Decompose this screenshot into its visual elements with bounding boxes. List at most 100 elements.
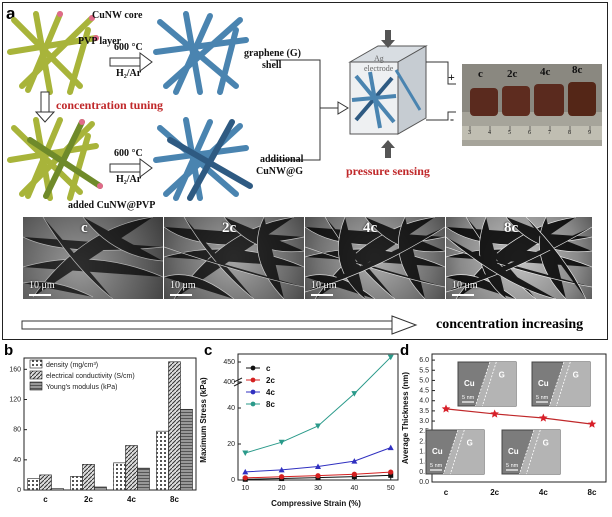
b-legend-label: density (mg/cm³)	[46, 362, 98, 369]
photo-label-8c: 8c	[572, 64, 583, 76]
d-inset-g-label: G	[543, 438, 549, 447]
b-legend-swatch	[29, 359, 43, 369]
minus-sign: -	[450, 112, 454, 126]
c-ytick-label: 20	[227, 441, 235, 448]
plus-sign: +	[448, 70, 455, 84]
scale-bar-4c	[311, 294, 333, 296]
ruler-num-5: 5	[508, 130, 511, 136]
pvp-label: PVP layer	[78, 36, 122, 47]
graphene-label-1: graphene (G)	[244, 48, 301, 59]
d-inset-cu-label: Cu	[508, 447, 519, 456]
d-ytick-label: 0.0	[419, 479, 429, 486]
c-point	[279, 474, 285, 480]
d-tem-boundary	[525, 429, 541, 475]
b-bar	[168, 361, 181, 491]
additional-label-2: CuNW@G	[256, 166, 304, 177]
b-bar	[70, 476, 83, 491]
c-ytick-label: 40	[227, 405, 235, 412]
c-axis-break	[233, 381, 243, 387]
sem-fibers-2c	[164, 217, 304, 299]
additional-label-1: additional	[260, 154, 304, 165]
d-tem-graphene	[475, 362, 516, 406]
sem-image-8c: 8c 10 μm	[446, 217, 592, 299]
c-point	[387, 444, 394, 451]
sem-fibers-8c	[446, 217, 592, 299]
c-ytick-label: 400	[223, 379, 235, 386]
d-point-star	[539, 413, 548, 422]
b-legend-label: electrical conductivity (S/cm)	[46, 373, 135, 380]
scale-bar-c	[29, 294, 51, 296]
c-legend-marker	[250, 389, 256, 395]
electrode-wire-minus	[426, 111, 456, 121]
b-bar	[113, 462, 126, 491]
sem-label-4c: 4c	[363, 220, 378, 236]
photo-label-2c: 2c	[507, 68, 518, 80]
c-point	[242, 450, 249, 456]
core-label: CuNW core	[92, 10, 143, 21]
chart-c: 10 20 30 40 50 0 20 40 400 450 c 2c 4c 8c Compressiv…	[199, 353, 399, 508]
bracket-arrow	[337, 101, 349, 115]
c-point	[315, 463, 321, 469]
process-arrow-top	[109, 52, 153, 72]
ruler-num-7: 7	[548, 130, 551, 136]
d-tem-boundary	[481, 361, 497, 407]
b-bar	[39, 474, 52, 491]
c-point	[388, 469, 394, 475]
b-category-label: 8c	[170, 495, 179, 504]
d-ytick-label: 5.0	[419, 377, 429, 384]
sem-label-2c: 2c	[222, 220, 237, 236]
d-ytick-label: 4.5	[419, 388, 429, 395]
d-point-star	[587, 419, 597, 428]
d-tem-boundary	[549, 361, 565, 407]
d-xtick-label: c	[444, 488, 449, 497]
c-legend-marker	[250, 365, 256, 371]
schematic	[7, 11, 602, 201]
d-ytick-label: 3.0	[419, 418, 429, 425]
b-bar	[137, 467, 150, 491]
sensing-label: pressure sensing	[346, 164, 430, 178]
b-bar	[156, 430, 169, 491]
c-ylabel: Maximum Stress (kPa)	[199, 377, 208, 463]
b-ytick-label: 160	[9, 366, 21, 373]
c-legend-label: 8c	[266, 400, 275, 409]
d-ytick-label: 2.5	[419, 428, 429, 435]
sem-scale-4c: 10 μm	[311, 280, 337, 291]
b-ytick-label: 0	[17, 487, 21, 494]
electrode-label-2: electrode	[364, 64, 394, 73]
d-inset-cu-label: Cu	[432, 447, 443, 456]
pressure-cube	[348, 45, 428, 135]
c-point	[388, 472, 394, 478]
graphene-bundle-bottom	[153, 117, 253, 201]
b-bar	[180, 408, 193, 491]
d-inset-scale-label: 5 nm	[462, 395, 475, 401]
tuning-label: concentration tuning	[56, 98, 164, 112]
d-tem-boundary	[555, 361, 571, 407]
photo-label-4c: 4c	[540, 66, 551, 78]
sem-fibers-c	[23, 217, 163, 299]
d-tem-graphene	[519, 430, 560, 474]
c-axis-break	[233, 377, 243, 383]
sem-scale-c: 10 μm	[29, 280, 55, 291]
scale-bar-2c	[170, 294, 192, 296]
cunw-pvp-bundle-top	[7, 11, 99, 95]
d-ytick-label: 4.0	[419, 398, 429, 405]
d-tem-graphene	[549, 362, 590, 406]
temp-bottom-label: 600 °C	[114, 148, 143, 159]
c-xtick-label: 10	[241, 485, 249, 492]
photo-label-c: c	[478, 68, 483, 80]
d-xtick-label: 2c	[490, 488, 499, 497]
sem-label-c: c	[81, 220, 88, 236]
panel-b-label: b	[4, 342, 14, 359]
b-bar	[27, 478, 40, 491]
d-inset-scale-label: 5 nm	[536, 395, 549, 401]
sem-image-c: c 10 μm	[23, 217, 163, 299]
c-point	[315, 423, 321, 429]
concentration-label: concentration increasing	[436, 317, 584, 332]
temp-top-label: 600 °C	[114, 42, 143, 53]
d-ytick-label: 0.5	[419, 469, 429, 476]
d-xtick-label: 8c	[588, 488, 597, 497]
gas-bottom-label: H₂/Ar	[116, 174, 142, 185]
b-bar	[125, 445, 138, 491]
c-point	[351, 391, 358, 397]
b-bar	[51, 488, 64, 491]
